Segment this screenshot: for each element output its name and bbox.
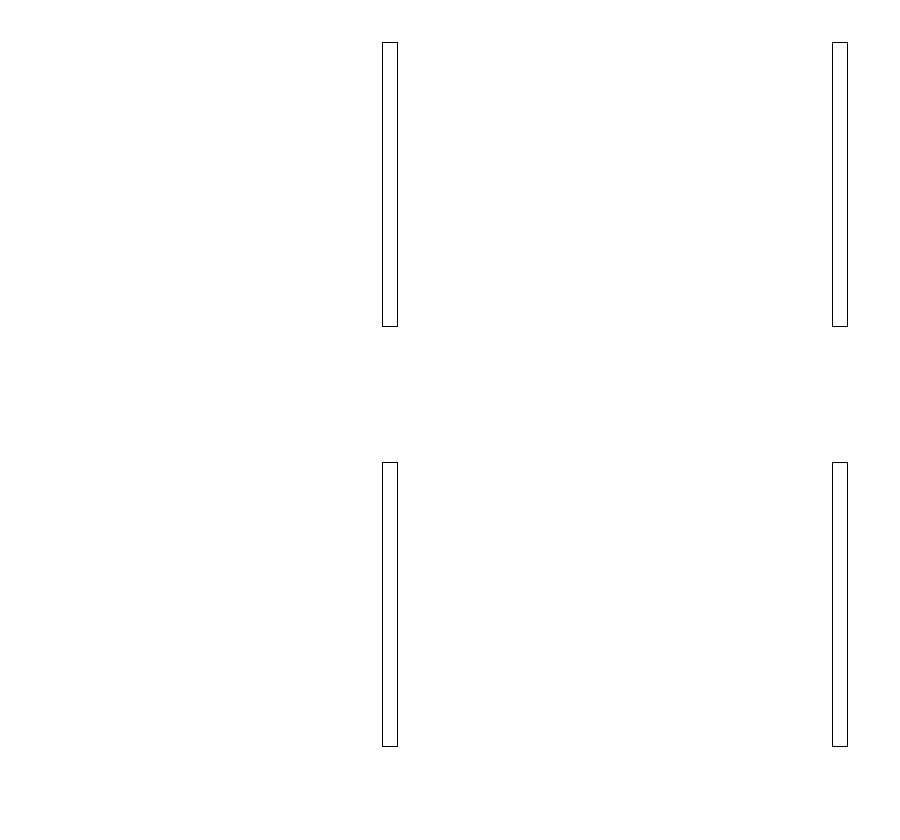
y-axis-labels xyxy=(450,420,900,840)
panel-model1-basecase xyxy=(0,0,450,420)
panel-percent-difference xyxy=(450,420,900,840)
y-axis-labels xyxy=(0,0,450,420)
y-axis-labels xyxy=(450,0,900,420)
heatmap-canvas xyxy=(35,450,345,755)
colorbar-canvas xyxy=(382,42,398,327)
heatmap-canvas xyxy=(35,30,345,335)
colorbar-canvas xyxy=(832,462,848,747)
panel-model2-nofires xyxy=(450,0,900,420)
heatmap-canvas xyxy=(485,30,795,335)
heatmap-canvas xyxy=(485,450,795,755)
colorbar-canvas xyxy=(382,462,398,747)
y-axis-labels xyxy=(0,420,450,840)
colorbar-canvas xyxy=(832,42,848,327)
panel-difference xyxy=(0,420,450,840)
